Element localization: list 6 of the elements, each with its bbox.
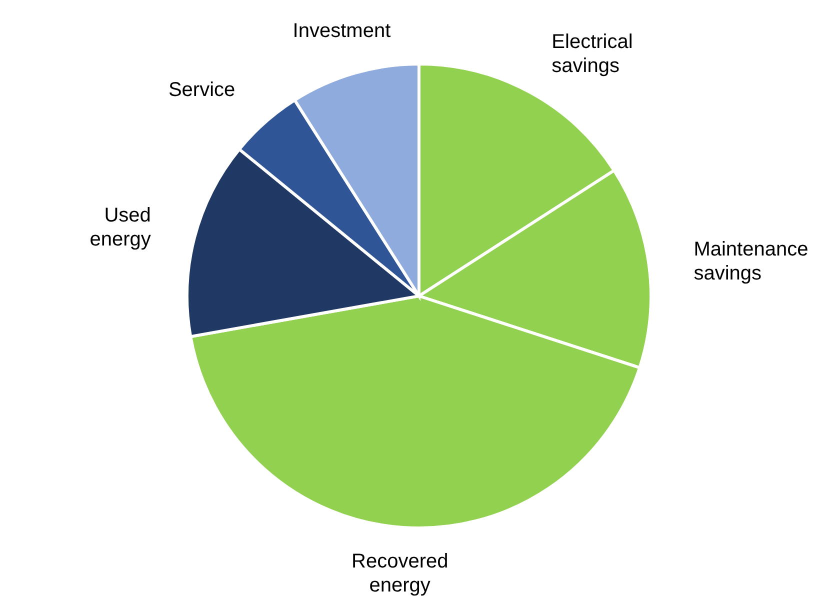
slice-label: Service (168, 78, 236, 101)
slice-label: Maintenance savings (694, 238, 808, 284)
slice-label: Electrical savings (552, 30, 633, 77)
slice-label: Investment (292, 20, 392, 42)
slice-label: Recovered energy (352, 550, 448, 596)
slice-label: Used energy (90, 204, 151, 250)
